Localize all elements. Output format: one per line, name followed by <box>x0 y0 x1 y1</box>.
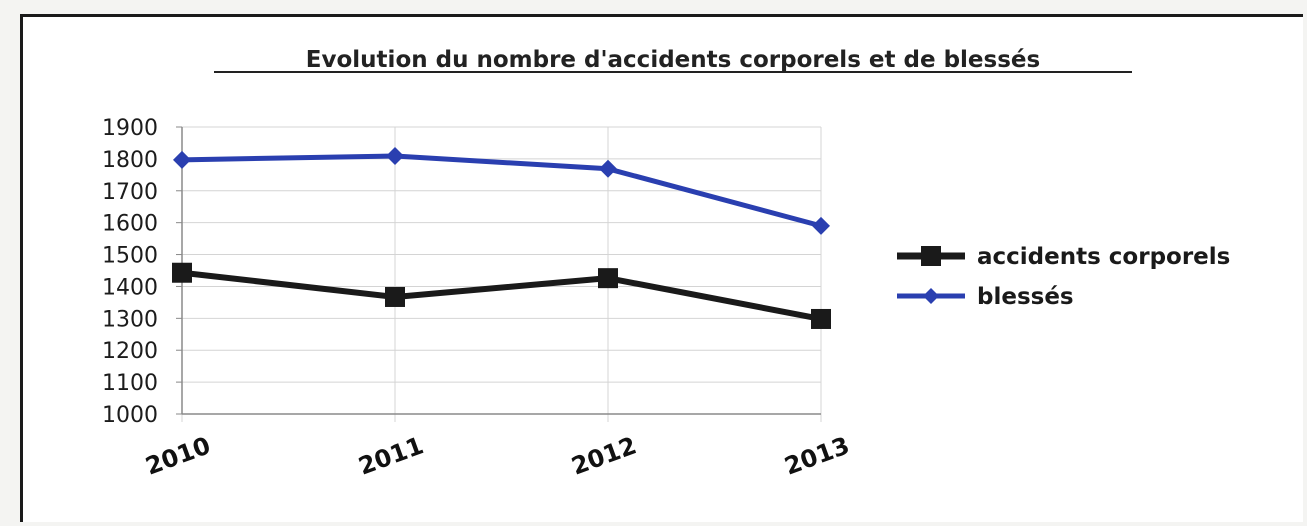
series-line-accidents-corporels <box>181 269 822 322</box>
chart-title: Evolution du nombre d'accidents corporel… <box>306 47 1040 73</box>
data-point-bless-s-2013 <box>812 216 830 235</box>
y-axis-ticks: 1900 1800 1700 1600 1500 1400 1300 1200 1100 1000 <box>102 116 158 428</box>
x-tick-label-2011: 2011 <box>355 431 427 480</box>
plot-series <box>172 147 831 329</box>
legend-label-bless-s: blessés <box>977 284 1074 310</box>
series-line-bless-s <box>181 153 822 229</box>
y-tick-label-1200: 1200 <box>102 339 158 364</box>
data-point-accidents-corporels-2012 <box>598 268 618 289</box>
data-point-accidents-corporels-2013 <box>811 308 831 329</box>
x-tick-label-2010: 2010 <box>142 431 214 480</box>
y-tick-label-1400: 1400 <box>102 275 158 300</box>
y-tick-label-1600: 1600 <box>102 212 158 237</box>
chart-frame <box>20 14 1303 522</box>
y-tick-label-1700: 1700 <box>102 180 158 205</box>
legend-marker-bless-s <box>923 288 939 304</box>
y-tick-label-1800: 1800 <box>102 148 158 173</box>
data-point-accidents-corporels-2011 <box>385 286 405 307</box>
x-tick-label-2012: 2012 <box>568 431 640 480</box>
y-tick-label-1300: 1300 <box>102 307 158 332</box>
data-point-bless-s-2012 <box>599 159 617 178</box>
y-tick-label-1500: 1500 <box>102 244 158 269</box>
x-tick-label-2013: 2013 <box>781 431 853 480</box>
x-axis-ticks: 2010 2011 2012 2013 <box>142 431 853 480</box>
legend-label-accidents-corporels: accidents corporels <box>977 244 1230 270</box>
data-point-bless-s-2011 <box>386 147 404 166</box>
y-tick-label-1100: 1100 <box>102 371 158 396</box>
gridlines <box>181 126 822 422</box>
legend-marker-accidents-corporels <box>921 246 941 266</box>
data-point-accidents-corporels-2010 <box>172 262 192 283</box>
axes <box>176 126 821 415</box>
data-point-bless-s-2010 <box>173 150 191 169</box>
y-tick-label-1900: 1900 <box>102 116 158 141</box>
legend: accidents corporels blessés <box>897 244 1230 310</box>
y-tick-label-1000: 1000 <box>102 403 158 428</box>
